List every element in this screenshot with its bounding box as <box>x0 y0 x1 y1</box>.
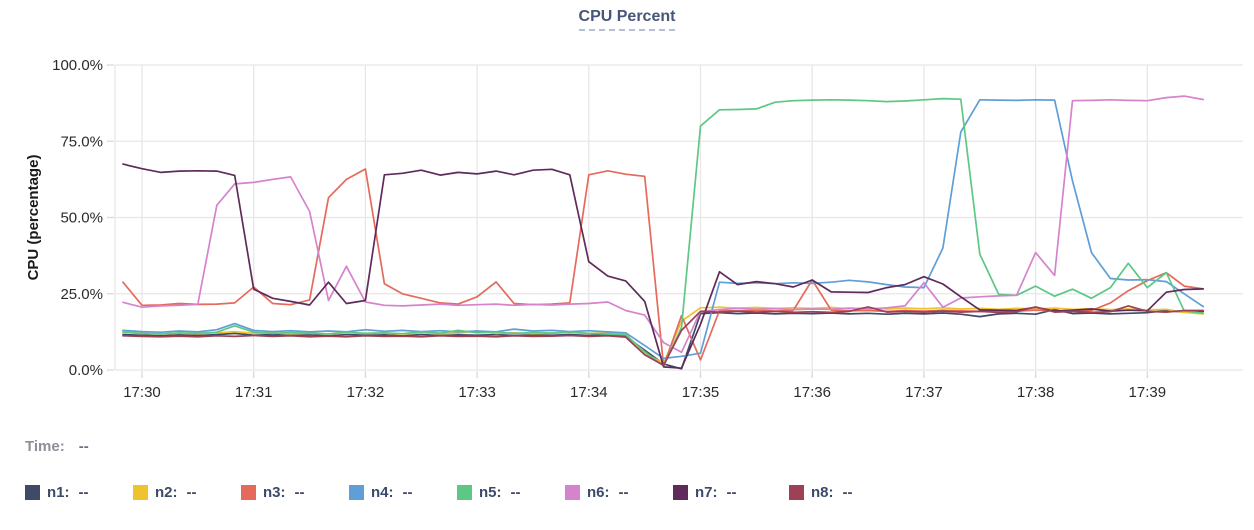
legend-item-n4[interactable]: n4: -- <box>349 484 440 501</box>
axis-ticks <box>107 64 1148 378</box>
series-line-n8 <box>122 305 1205 367</box>
legend-label-n1: n1: <box>47 484 70 501</box>
series-legend: n1: -- n2: -- n3: -- n4: -- n5: -- n6: -- n7: -- n8: -- <box>25 484 897 501</box>
axis-labels: 0.0% 25.0% 50.0% 75.0% 100.0% 17:30 17:31 17:32… <box>25 57 1166 401</box>
legend-swatch-n6 <box>565 485 580 500</box>
y-tick-label: 50.0% <box>60 210 103 227</box>
series-line-n6 <box>122 95 1205 354</box>
time-readout-label: Time: <box>25 438 65 455</box>
chart-title[interactable]: CPU Percent <box>578 8 676 31</box>
legend-item-n1[interactable]: n1: -- <box>25 484 116 501</box>
time-readout: Time: -- <box>25 438 89 455</box>
legend-swatch-n2 <box>133 485 148 500</box>
legend-value-n7: -- <box>726 484 737 501</box>
legend-label-n8: n8: <box>811 484 834 501</box>
legend-swatch-n1 <box>25 485 40 500</box>
legend-value-n6: -- <box>618 484 629 501</box>
x-tick-label: 17:30 <box>123 384 161 401</box>
legend-label-n2: n2: <box>155 484 178 501</box>
x-tick-label: 17:39 <box>1129 384 1167 401</box>
x-tick-label: 17:31 <box>235 384 273 401</box>
legend-item-n8[interactable]: n8: -- <box>789 484 880 501</box>
y-tick-label: 25.0% <box>60 286 103 303</box>
legend-item-n3[interactable]: n3: -- <box>241 484 332 501</box>
legend-swatch-n8 <box>789 485 804 500</box>
series-line-n7 <box>122 163 1205 370</box>
legend-value-n1: -- <box>78 484 89 501</box>
legend-label-n7: n7: <box>695 484 718 501</box>
legend-item-n2[interactable]: n2: -- <box>133 484 224 501</box>
y-tick-label: 75.0% <box>60 133 103 150</box>
chart-title-wrap: CPU Percent <box>0 8 1254 31</box>
series-line-n5 <box>122 97 1205 367</box>
legend-value-n5: -- <box>510 484 521 501</box>
y-tick-label: 100.0% <box>52 57 103 74</box>
legend-swatch-n3 <box>241 485 256 500</box>
legend-value-n2: -- <box>186 484 197 501</box>
time-readout-value: -- <box>78 438 89 455</box>
cpu-chart[interactable]: 0.0% 25.0% 50.0% 75.0% 100.0% 17:30 17:31 17:32… <box>0 0 1254 418</box>
y-axis-title: CPU (percentage) <box>25 155 42 281</box>
legend-value-n3: -- <box>294 484 305 501</box>
legend-item-n7[interactable]: n7: -- <box>673 484 772 501</box>
gridlines <box>114 64 1243 371</box>
legend-swatch-n5 <box>457 485 472 500</box>
x-tick-label: 17:32 <box>347 384 385 401</box>
x-tick-label: 17:36 <box>793 384 831 401</box>
x-tick-label: 17:33 <box>458 384 496 401</box>
legend-label-n5: n5: <box>479 484 502 501</box>
legend-value-n4: -- <box>402 484 413 501</box>
legend-swatch-n7 <box>673 485 688 500</box>
legend-item-n5[interactable]: n5: -- <box>457 484 548 501</box>
legend-label-n6: n6: <box>587 484 610 501</box>
series-line-n4 <box>122 98 1205 360</box>
legend-item-n6[interactable]: n6: -- <box>565 484 656 501</box>
x-tick-label: 17:34 <box>570 384 608 401</box>
legend-value-n8: -- <box>842 484 853 501</box>
legend-label-n3: n3: <box>263 484 286 501</box>
x-tick-label: 17:37 <box>905 384 943 401</box>
legend-swatch-n4 <box>349 485 364 500</box>
x-tick-label: 17:38 <box>1017 384 1055 401</box>
legend-label-n4: n4: <box>371 484 394 501</box>
y-tick-label: 0.0% <box>69 362 103 379</box>
x-tick-label: 17:35 <box>682 384 720 401</box>
